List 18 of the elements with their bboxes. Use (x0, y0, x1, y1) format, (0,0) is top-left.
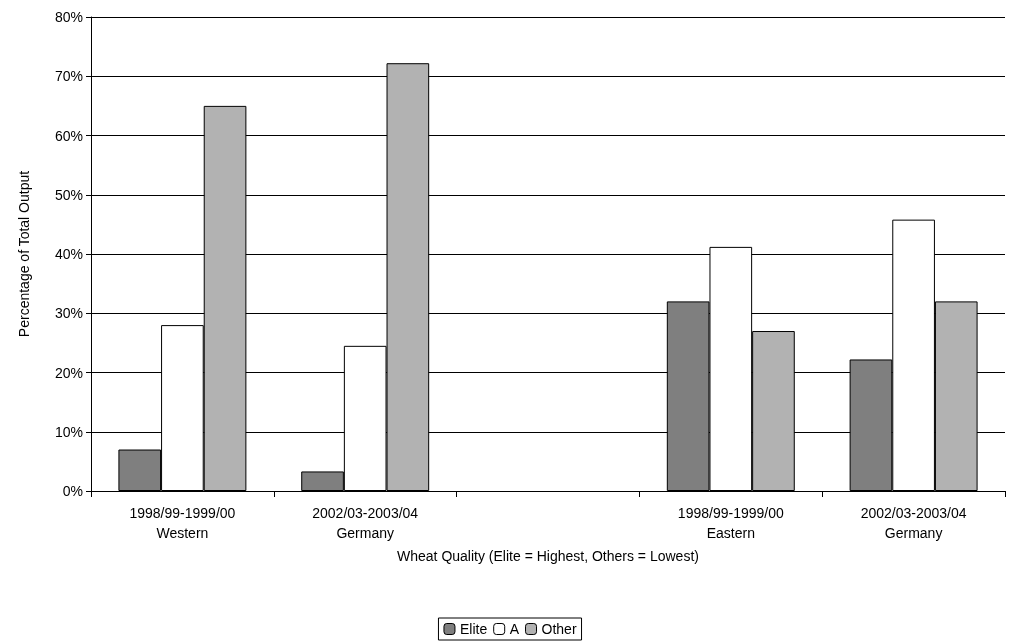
x-tick-label: 1998/99-1999/00 Eastern (677, 505, 784, 541)
y-tick-label: 60% (54, 127, 83, 144)
y-axis-title: Percentage of Total Output (16, 170, 32, 338)
y-tick-label: 50% (54, 186, 83, 203)
x-tick-label: 1998/99-1999/00 Western (129, 505, 236, 541)
legend-label: A (509, 621, 520, 637)
y-tick-label: 0% (62, 483, 83, 499)
x-axis-title: Wheat Quality (Elite = Highest, Others = Lowest) (397, 548, 699, 564)
x-tick-label: 2002/03-2003/04 Germany (312, 505, 419, 541)
x-tick-label: 2002/03-2003/04 Germany (860, 505, 967, 541)
y-tick-label: 20% (54, 364, 83, 381)
y-tick-label: 80% (54, 9, 83, 25)
legend-label: Other (541, 621, 577, 637)
y-tick-label: 70% (54, 68, 83, 85)
y-tick-label: 40% (54, 246, 83, 262)
y-tick-label: 10% (54, 423, 83, 440)
legend-label: Elite (459, 621, 488, 637)
y-tick-label: 30% (54, 305, 83, 322)
